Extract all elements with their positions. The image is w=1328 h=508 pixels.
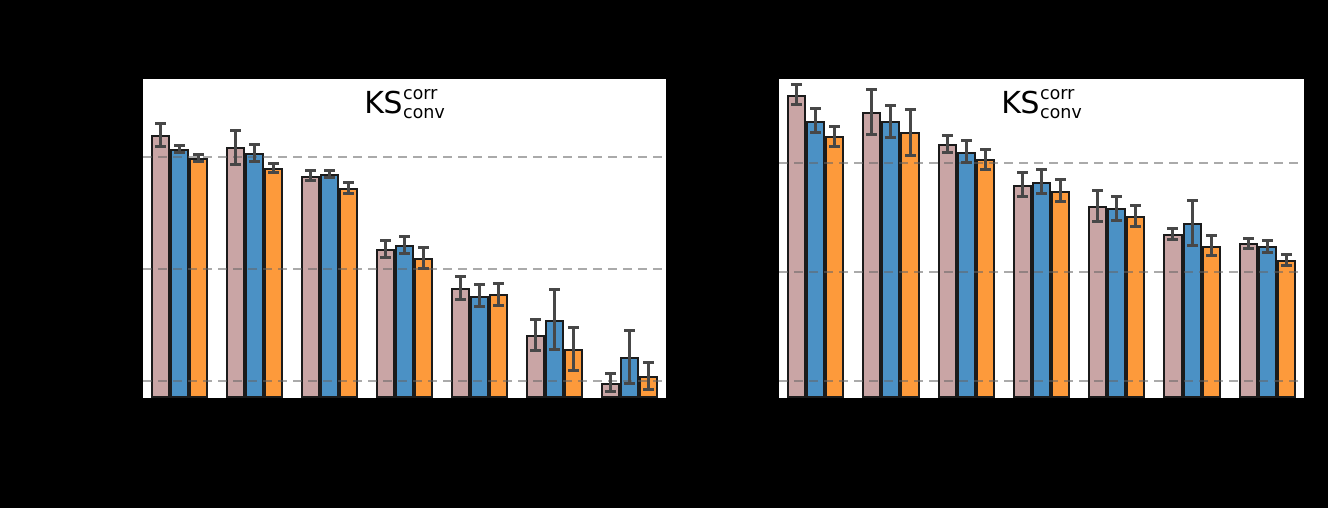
error-bar-blue-group-7 — [1261, 238, 1273, 255]
bar-blue-group-4 — [1031, 181, 1052, 398]
error-bar-orange-group-3 — [343, 181, 355, 196]
bar-orange-group-1 — [825, 136, 845, 398]
bar-blue-group-1 — [169, 149, 190, 398]
chart-panel-left: KS corr conv — [141, 77, 668, 400]
error-bar-blue-group-5 — [473, 283, 485, 309]
error-bar-blue-group-1 — [174, 144, 185, 155]
error-bar-orange-group-2 — [904, 108, 916, 157]
error-bar-rosybrown-group-7 — [604, 372, 616, 393]
bar-orange-group-4 — [1051, 190, 1071, 398]
bar-blue-group-3 — [956, 151, 976, 398]
bar-orange-group-1 — [189, 157, 209, 398]
error-bar-orange-group-5 — [1130, 204, 1142, 229]
bar-rosybrown-group-7 — [1238, 243, 1258, 398]
error-bar-orange-group-6 — [1205, 233, 1217, 258]
bar-orange-group-7 — [1276, 259, 1297, 398]
error-bar-orange-group-1 — [193, 153, 205, 163]
bar-blue-group-7 — [1257, 246, 1277, 398]
error-bar-orange-group-7 — [643, 361, 655, 391]
gridline — [779, 161, 1304, 164]
bar-orange-group-5 — [489, 294, 509, 398]
bar-rosybrown-group-2 — [862, 112, 882, 398]
bar-rosybrown-group-5 — [1088, 205, 1108, 398]
title-scripts: corr conv — [402, 84, 445, 124]
error-bar-orange-group-4 — [1055, 177, 1067, 204]
bar-blue-group-2 — [244, 152, 265, 398]
error-bar-rosybrown-group-3 — [304, 168, 316, 183]
bar-orange-group-3 — [339, 188, 359, 398]
title-superscript: corr — [1039, 84, 1075, 104]
title-subscript: conv — [1039, 103, 1082, 124]
error-bar-blue-group-7 — [623, 329, 635, 385]
bar-rosybrown-group-3 — [300, 175, 320, 398]
error-bar-blue-group-4 — [1036, 168, 1047, 196]
bar-rosybrown-group-4 — [375, 249, 395, 398]
panel-title: KS corr conv — [1001, 84, 1082, 124]
error-bar-blue-group-2 — [249, 142, 260, 163]
error-bar-blue-group-1 — [810, 107, 822, 135]
error-bar-blue-group-3 — [324, 168, 335, 180]
bar-blue-group-5 — [469, 295, 489, 398]
error-bar-rosybrown-group-7 — [1242, 236, 1254, 250]
error-bar-rosybrown-group-1 — [154, 121, 166, 148]
error-bar-orange-group-5 — [493, 281, 505, 307]
bar-rosybrown-group-6 — [1163, 234, 1183, 398]
error-bar-blue-group-3 — [960, 138, 972, 165]
bar-orange-group-4 — [414, 257, 434, 398]
gridline — [143, 267, 666, 270]
error-bar-rosybrown-group-2 — [229, 128, 241, 166]
error-bar-blue-group-2 — [885, 103, 897, 140]
gridline — [779, 270, 1304, 273]
error-bar-orange-group-6 — [568, 325, 580, 372]
gridline — [143, 379, 666, 382]
panel-title: KS corr conv — [364, 84, 445, 124]
error-bar-orange-group-1 — [829, 124, 841, 148]
bar-orange-group-2 — [264, 168, 284, 398]
error-bar-rosybrown-group-5 — [1092, 189, 1104, 223]
title-base: KS — [1001, 86, 1039, 121]
error-bar-orange-group-7 — [1280, 253, 1292, 267]
bar-rosybrown-group-1 — [150, 134, 170, 398]
bar-blue-group-5 — [1107, 208, 1127, 398]
error-bar-rosybrown-group-3 — [941, 134, 953, 154]
chart-panel-right: KS corr conv — [777, 77, 1306, 400]
error-bar-rosybrown-group-6 — [1167, 227, 1179, 242]
error-bar-rosybrown-group-2 — [866, 88, 878, 137]
error-bar-rosybrown-group-6 — [529, 317, 541, 352]
error-bar-rosybrown-group-4 — [1016, 171, 1028, 198]
title-base: KS — [364, 86, 402, 121]
error-bar-blue-group-6 — [548, 288, 560, 351]
bar-rosybrown-group-4 — [1012, 184, 1032, 398]
bar-rosybrown-group-1 — [786, 94, 807, 398]
gridline — [143, 155, 666, 158]
error-bar-orange-group-2 — [268, 162, 280, 174]
bar-rosybrown-group-2 — [225, 147, 245, 398]
error-bar-orange-group-4 — [418, 246, 430, 270]
title-subscript: conv — [402, 103, 445, 124]
bar-orange-group-5 — [1126, 216, 1146, 398]
error-bar-orange-group-3 — [979, 148, 991, 171]
error-bar-rosybrown-group-5 — [454, 274, 466, 301]
title-superscript: corr — [402, 84, 438, 104]
bar-orange-group-2 — [900, 132, 920, 398]
bar-blue-group-6 — [1182, 222, 1202, 398]
error-bar-rosybrown-group-1 — [791, 83, 803, 107]
bar-orange-group-6 — [1201, 245, 1221, 398]
bar-orange-group-3 — [975, 159, 995, 398]
gridline — [779, 380, 1304, 383]
title-scripts: corr conv — [1039, 84, 1082, 124]
bar-blue-group-3 — [319, 174, 339, 398]
error-bar-blue-group-5 — [1111, 194, 1123, 222]
error-bar-rosybrown-group-4 — [379, 238, 391, 260]
error-bar-blue-group-4 — [399, 234, 410, 255]
error-bar-blue-group-6 — [1186, 198, 1198, 248]
